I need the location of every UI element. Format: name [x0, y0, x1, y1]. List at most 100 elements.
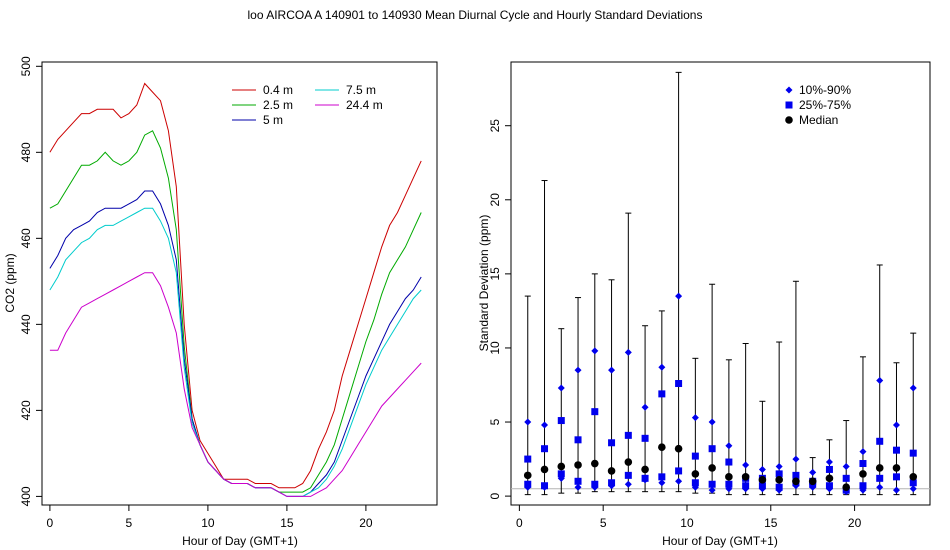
- p75-marker: [825, 465, 833, 473]
- p25-marker: [825, 482, 833, 490]
- line-series-0-4-m: [49, 82, 422, 489]
- median-marker: [808, 477, 817, 486]
- legend-label-5-m: 5 m: [263, 113, 283, 127]
- p25-marker: [892, 473, 900, 481]
- left-x-axis: 0 5 10 15 20: [47, 504, 373, 530]
- p90-marker: [775, 462, 783, 470]
- median-marker: [607, 467, 616, 475]
- p90-marker: [792, 455, 800, 463]
- p90-marker: [909, 384, 917, 392]
- p90-marker: [557, 384, 565, 392]
- left-y-axis: 400 420 440 460 480 500: [19, 56, 42, 506]
- left-panel-co2-diurnal: 0 5 10 15 20 400 420 440 460 480 500 Hour of Day …: [3, 56, 438, 548]
- right-series-marks: [523, 71, 918, 496]
- p75-marker: [725, 458, 733, 466]
- median-marker: [725, 473, 733, 481]
- p75-marker: [557, 417, 565, 425]
- left-y-tick-label: 460: [19, 228, 33, 248]
- median-marker: [658, 443, 666, 452]
- p90-marker: [876, 377, 884, 385]
- p75-marker: [691, 452, 699, 460]
- left-legend: 0.4 m2.5 m5 m 7.5 m24.4 m: [232, 83, 383, 127]
- p75-marker: [658, 390, 666, 398]
- right-y-tick-label: 15: [488, 267, 502, 281]
- legend-marker-10-90: [785, 86, 793, 94]
- median-marker: [758, 476, 767, 484]
- line-series-7-5-m: [49, 207, 422, 497]
- p25-marker: [909, 479, 917, 487]
- p25-marker: [758, 482, 766, 490]
- left-x-tick-label: 20: [359, 516, 373, 530]
- p75-marker: [708, 445, 716, 453]
- p25-marker: [541, 482, 549, 490]
- figure-title: loo AIRCOA A 140901 to 140930 Mean Diurn…: [248, 8, 703, 22]
- p10-marker: [892, 486, 900, 494]
- legend-label-25-75: 25%-75%: [799, 98, 851, 112]
- p90-marker: [859, 448, 867, 456]
- right-x-axis-label: Hour of Day (GMT+1): [662, 534, 778, 548]
- median-marker: [591, 459, 599, 468]
- median-marker: [825, 474, 834, 483]
- legend-label-24-4-m: 24.4 m: [346, 98, 383, 112]
- right-x-tick-label: 10: [680, 516, 694, 530]
- line-series-2-5-m: [49, 130, 422, 493]
- right-y-tick-label: 10: [488, 341, 502, 355]
- p75-marker: [524, 455, 532, 463]
- p75-marker: [641, 434, 649, 442]
- p75-marker: [892, 446, 900, 454]
- right-y-tick-label: 20: [488, 193, 502, 207]
- p90-marker: [524, 418, 532, 426]
- p90-marker: [742, 461, 750, 469]
- right-x-axis: 0 5 10 15 20: [516, 504, 862, 530]
- p10-marker: [909, 485, 917, 493]
- p90-marker: [892, 421, 900, 429]
- p90-marker: [591, 347, 599, 355]
- p25-marker: [641, 474, 649, 482]
- median-marker: [624, 458, 633, 466]
- left-x-axis-label: Hour of Day (GMT+1): [182, 534, 298, 548]
- p25-marker: [859, 482, 867, 490]
- p90-marker: [691, 414, 699, 422]
- right-legend: 10%-90%25%-75%Median: [785, 83, 851, 127]
- p90-marker: [541, 421, 549, 429]
- p90-marker: [708, 418, 716, 426]
- p90-marker: [809, 468, 817, 476]
- legend-label-2-5-m: 2.5 m: [263, 98, 293, 112]
- p75-marker: [859, 460, 867, 468]
- left-x-tick-label: 10: [201, 516, 215, 530]
- right-y-tick-label: 0: [488, 492, 502, 499]
- left-x-tick-label: 5: [126, 516, 133, 530]
- p10-marker: [624, 480, 632, 488]
- p10-marker: [658, 479, 666, 487]
- p25-marker: [675, 467, 683, 475]
- median-marker: [691, 470, 700, 478]
- p25-marker: [691, 479, 699, 487]
- p90-marker: [725, 442, 733, 450]
- left-y-tick-label: 420: [19, 400, 33, 420]
- p75-marker: [909, 449, 917, 457]
- right-y-tick-label: 5: [488, 418, 502, 425]
- p25-marker: [708, 480, 716, 488]
- legend-marker-25-75: [785, 101, 793, 109]
- p25-marker: [557, 470, 565, 478]
- right-y-axis-label: Standard Deviation (ppm): [477, 215, 491, 352]
- p25-marker: [775, 483, 783, 491]
- p25-marker: [591, 480, 599, 488]
- left-y-axis-label: CO2 (ppm): [3, 253, 17, 312]
- p10-marker: [876, 483, 884, 491]
- left-y-tick-label: 400: [19, 486, 33, 506]
- p25-marker: [624, 471, 632, 479]
- p25-marker: [574, 477, 582, 485]
- p90-marker: [675, 292, 683, 300]
- p75-marker: [608, 439, 616, 447]
- median-marker: [859, 470, 867, 478]
- right-plot-frame: [510, 61, 931, 506]
- p75-marker: [842, 474, 850, 482]
- p25-marker: [742, 482, 750, 490]
- p90-marker: [608, 366, 616, 374]
- p75-marker: [792, 471, 800, 479]
- p75-marker: [775, 470, 783, 478]
